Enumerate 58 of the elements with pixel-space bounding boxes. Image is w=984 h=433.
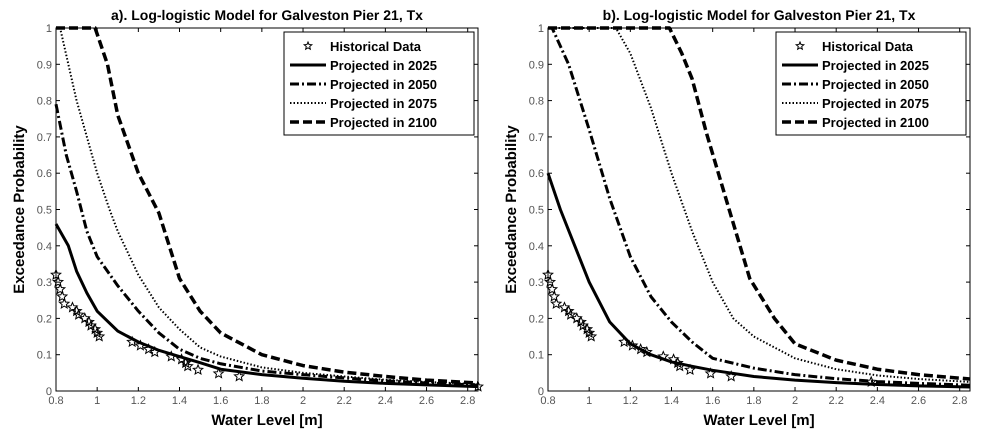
legend-label: Projected in 2025 — [822, 58, 929, 73]
x-tick-label: 1.8 — [746, 395, 762, 407]
y-tick-label: 0.2 — [36, 313, 52, 326]
legend-label: Projected in 2075 — [330, 96, 437, 111]
y-tick-label: 0.6 — [36, 168, 52, 180]
legend-label: Historical Data — [330, 39, 422, 54]
x-tick-label: 1.4 — [664, 395, 680, 407]
y-tick-label: 1 — [538, 23, 544, 35]
legend-label: Projected in 2050 — [822, 77, 929, 92]
y-tick-label: 0.7 — [528, 132, 544, 144]
x-tick-label: 1 — [94, 395, 100, 407]
x-tick-label: 2.2 — [336, 395, 352, 407]
y-tick-label: 0.9 — [36, 59, 52, 72]
x-tick-label: 1.6 — [705, 395, 720, 407]
legend-label: Projected in 2075 — [822, 96, 929, 111]
x-tick-label: 2.4 — [378, 395, 394, 407]
x-tick-label: 1.8 — [254, 395, 270, 407]
x-tick-label: 2 — [300, 395, 306, 407]
x-axis-title: Water Level [m] — [703, 412, 815, 429]
y-tick-label: 0.3 — [36, 277, 52, 290]
y-tick-label: 0 — [538, 386, 544, 398]
legend-label: Projected in 2050 — [330, 77, 437, 92]
legend-label: Projected in 2100 — [330, 115, 437, 130]
x-tick-label: 1.4 — [172, 395, 188, 407]
x-tick-label: 1.6 — [213, 395, 228, 407]
y-tick-label: 0.4 — [528, 240, 544, 253]
x-tick-label: 2.4 — [870, 395, 886, 407]
y-tick-label: 0.5 — [36, 204, 52, 216]
x-tick-label: 1 — [586, 395, 592, 407]
y-tick-label: 0.8 — [36, 96, 52, 108]
y-axis-title: Exceedance Probability — [503, 124, 520, 294]
y-tick-label: 0.1 — [36, 350, 52, 362]
y-tick-label: 0.6 — [528, 168, 544, 180]
chart-title: a). Log-logistic Model for Galveston Pier 21, Tx — [111, 7, 424, 23]
y-tick-label: 0.5 — [528, 204, 544, 216]
x-tick-label: 2.8 — [952, 395, 968, 407]
y-tick-label: 0.1 — [528, 350, 544, 362]
y-tick-label: 0 — [46, 386, 52, 398]
y-tick-label: 0.4 — [36, 240, 52, 253]
legend-label: Historical Data — [822, 39, 914, 54]
legend-label: Projected in 2100 — [822, 115, 929, 130]
chart-title: b). Log-logistic Model for Galveston Pier 21, Tx — [602, 7, 916, 23]
y-tick-label: 1 — [46, 23, 52, 35]
y-tick-label: 0.2 — [528, 313, 544, 326]
x-tick-label: 2.2 — [828, 395, 844, 407]
y-tick-label: 0.9 — [528, 59, 544, 72]
y-axis-title: Exceedance Probability — [11, 124, 28, 294]
x-tick-label: 2.8 — [460, 395, 476, 407]
x-axis-title: Water Level [m] — [211, 412, 323, 429]
y-tick-label: 0.8 — [528, 96, 544, 108]
x-tick-label: 2.6 — [418, 395, 434, 407]
x-tick-label: 1.2 — [130, 395, 146, 407]
x-tick-label: 2.6 — [910, 395, 926, 407]
x-tick-label: 2 — [792, 395, 798, 407]
y-tick-label: 0.7 — [36, 132, 52, 144]
x-tick-label: 1.2 — [622, 395, 638, 407]
legend-label: Projected in 2025 — [330, 58, 437, 73]
y-tick-label: 0.3 — [528, 277, 544, 290]
